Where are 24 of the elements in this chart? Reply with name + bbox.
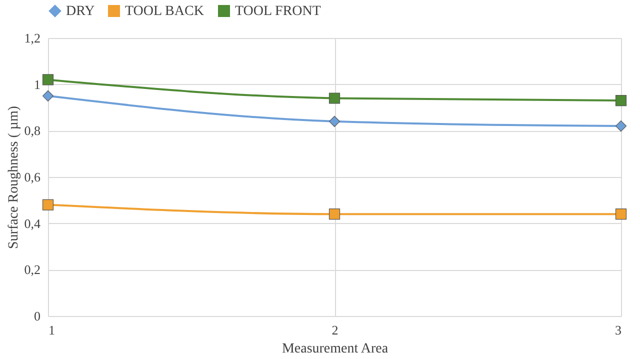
y-tick-label: 0,6 xyxy=(24,170,41,184)
y-tick-label: 1 xyxy=(34,76,40,92)
point xyxy=(328,92,340,104)
y-tick-label: 0,2 xyxy=(24,262,40,278)
x-tick-label: 1 xyxy=(48,322,55,338)
legend-label: TOOL BACK xyxy=(125,4,204,19)
y-tick-label: 1,2 xyxy=(24,30,40,46)
point xyxy=(615,120,627,132)
x-axis-title: Measurement Area xyxy=(282,342,389,356)
point xyxy=(328,116,340,127)
point xyxy=(328,208,340,220)
point xyxy=(615,95,627,106)
x-tick-label: 2 xyxy=(332,322,338,338)
point xyxy=(615,208,627,220)
y-tick-label: 0,8 xyxy=(24,123,40,138)
point xyxy=(42,199,54,210)
point xyxy=(42,74,54,86)
point xyxy=(42,90,54,102)
x-tick-label: 3 xyxy=(615,322,622,338)
legend-label: DRY xyxy=(66,4,95,19)
legend-label: TOOL FRONT xyxy=(235,4,322,19)
y-axis-title: Surface Roughness ( µm) xyxy=(6,106,22,249)
y-tick-label: 0,4 xyxy=(24,216,41,231)
y-tick-label: 0 xyxy=(34,308,40,324)
